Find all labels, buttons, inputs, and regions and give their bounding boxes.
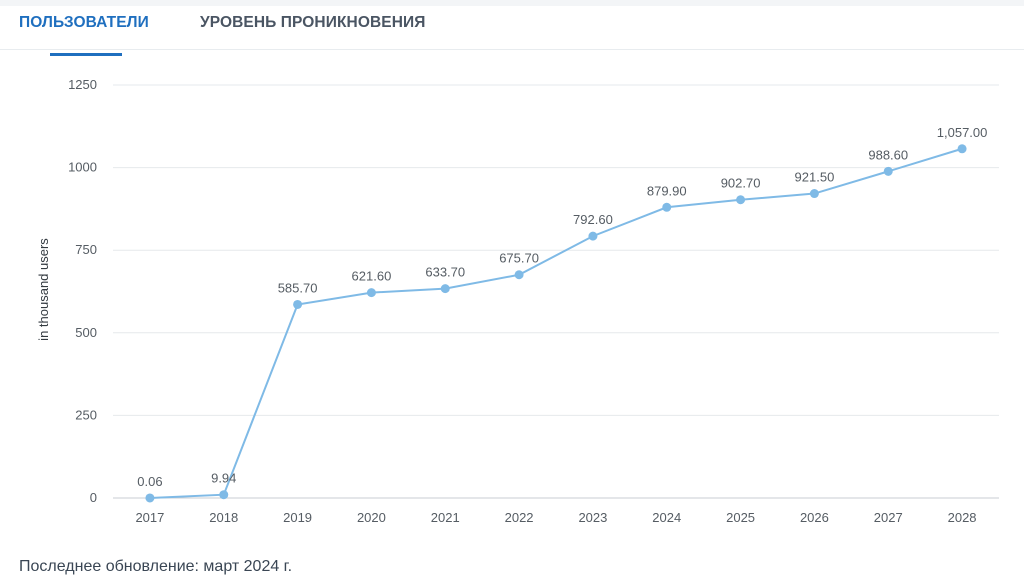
data-point[interactable] [293,299,303,309]
x-tick-label: 2017 [135,510,164,525]
data-label: 9.94 [211,471,236,486]
y-tick-label: 250 [75,407,97,422]
y-tick-label: 500 [75,325,97,340]
data-point[interactable] [662,202,672,212]
data-point[interactable] [440,284,450,294]
data-point[interactable] [366,288,376,298]
y-tick-label: 1250 [68,77,97,92]
data-point[interactable] [809,189,819,199]
y-tick-label: 0 [90,490,97,505]
last-updated-note: Последнее обновление: март 2024 г. [19,558,293,575]
data-point[interactable] [514,270,524,280]
x-tick-label: 2022 [505,510,534,525]
tab-bar: ПОЛЬЗОВАТЕЛИ УРОВЕНЬ ПРОНИКНОВЕНИЯ [0,6,1024,56]
top-strip [0,0,1024,6]
data-labels: 0.06 9.94 585.70 621.60 633.70 675.70 792.60 87… [137,125,987,489]
data-label: 585.70 [278,280,318,295]
data-label: 633.70 [425,265,465,280]
data-label: 921.50 [795,170,835,185]
data-label: 675.70 [499,251,539,266]
series-line-group [149,147,963,499]
gridlines [113,84,999,499]
data-label: 792.60 [573,212,613,227]
data-point[interactable] [588,231,598,241]
x-tick-label: 2019 [283,510,312,525]
data-point[interactable] [883,166,893,176]
x-tick-label: 2028 [948,510,977,525]
x-tick-label: 2021 [431,510,460,525]
x-tick-label: 2026 [800,510,829,525]
y-axis-label: in thousand users [36,238,51,341]
x-axis-ticks: 2017 2018 2019 2020 2021 2022 2023 2024 2025 2026… [135,510,976,525]
x-tick-label: 2020 [357,510,386,525]
tab-penetration[interactable]: УРОВЕНЬ ПРОНИКНОВЕНИЯ [200,14,426,31]
data-label: 879.90 [647,183,687,198]
data-label: 621.60 [352,269,392,284]
tab-users[interactable]: ПОЛЬЗОВАТЕЛИ [19,14,149,31]
x-tick-label: 2023 [578,510,607,525]
data-points [145,144,967,503]
active-tab-indicator [50,53,122,56]
series-line [149,147,963,499]
data-point[interactable] [957,144,967,154]
y-tick-label: 750 [75,242,97,257]
x-tick-label: 2027 [874,510,903,525]
x-tick-label: 2018 [209,510,238,525]
x-tick-label: 2025 [726,510,755,525]
data-label: 902.70 [721,176,761,191]
data-label: 1,057.00 [937,125,988,140]
y-axis-ticks: 0 250 500 750 1000 1250 [68,77,97,505]
data-label: 0.06 [137,474,162,489]
data-label: 988.60 [868,147,908,162]
data-point[interactable] [145,493,155,503]
y-tick-label: 1000 [68,160,97,175]
data-point[interactable] [736,195,746,205]
data-point[interactable] [219,490,229,500]
x-tick-label: 2024 [652,510,681,525]
